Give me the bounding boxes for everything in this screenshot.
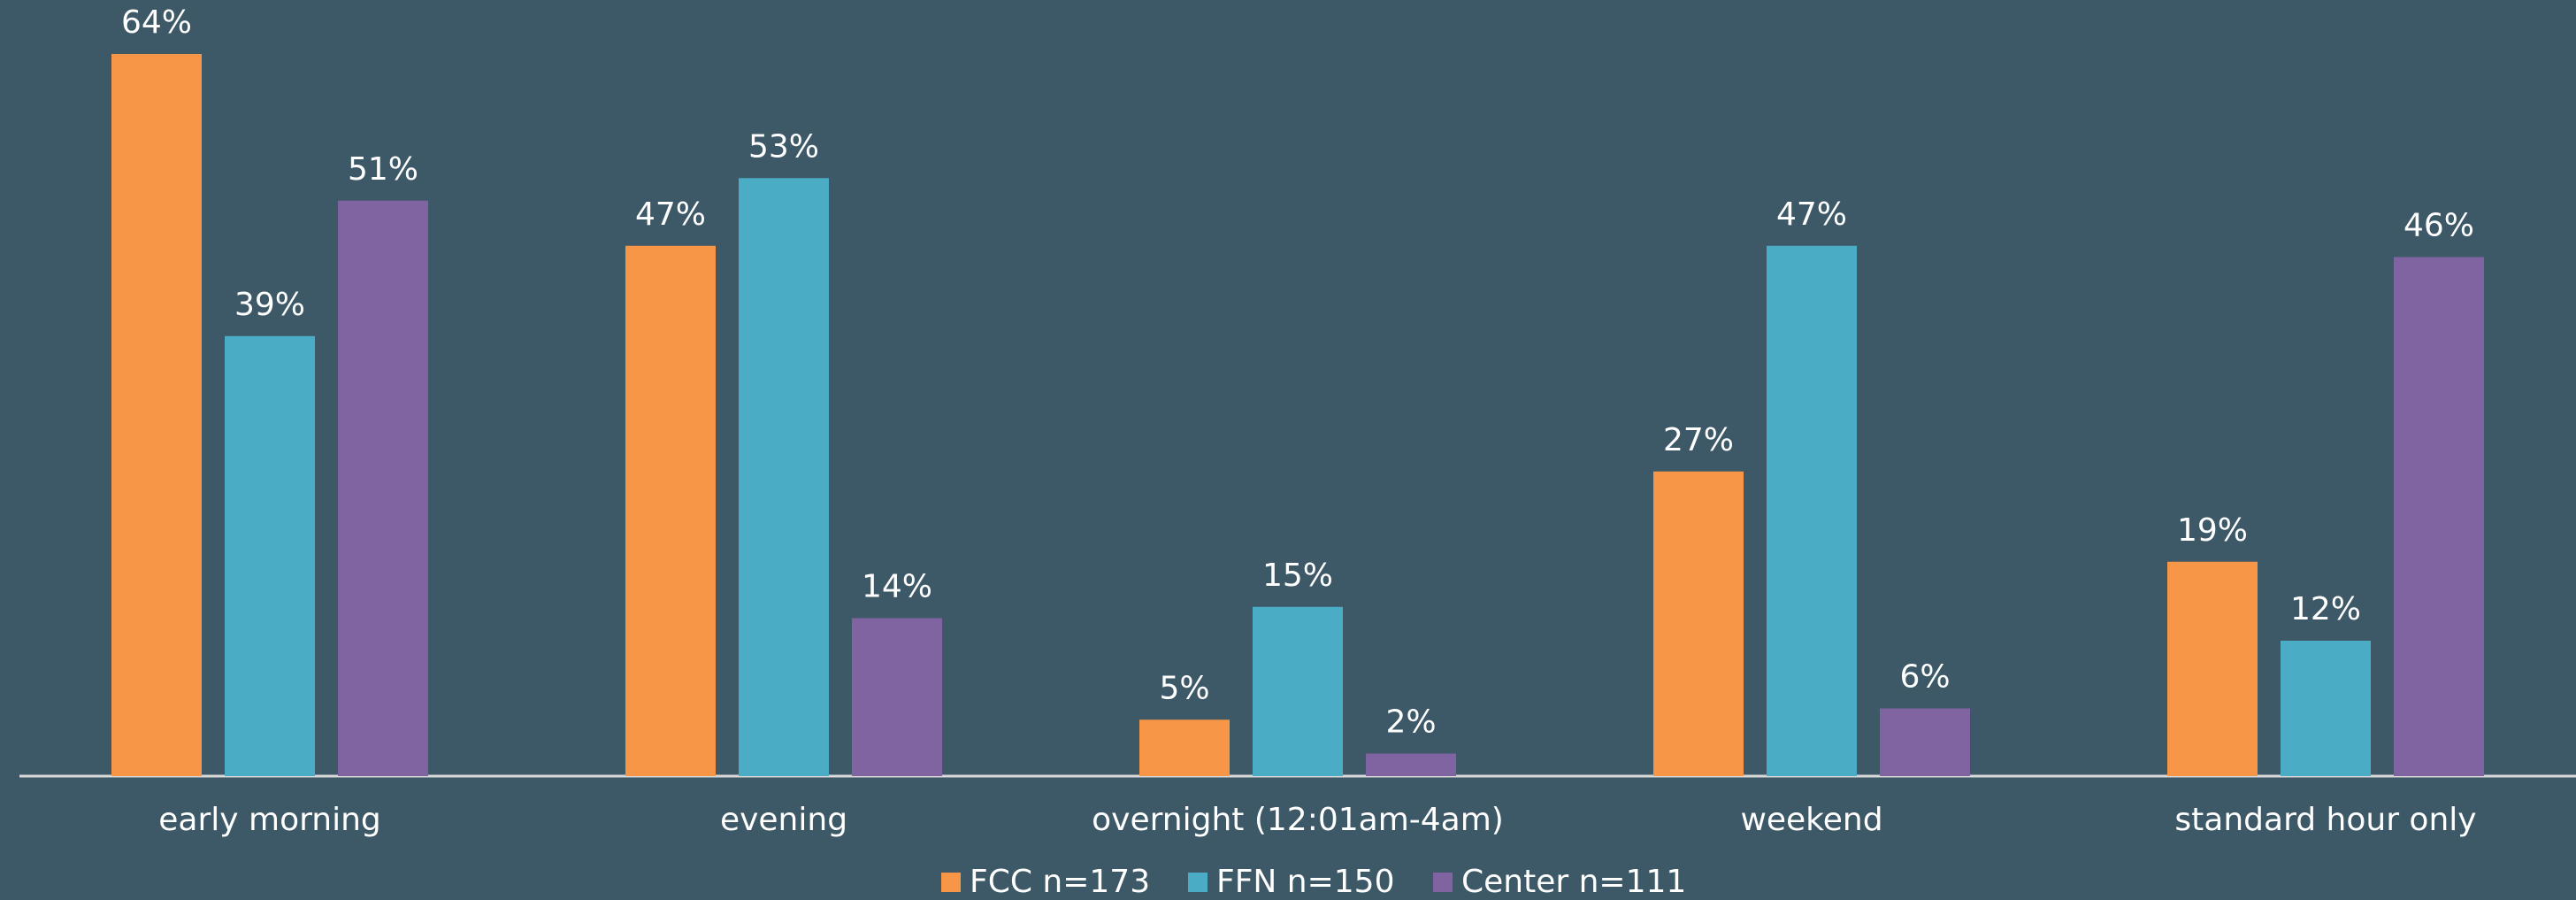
legend-swatch	[1433, 873, 1453, 892]
bar	[2167, 561, 2258, 776]
data-label: 46%	[2404, 208, 2474, 244]
legend-swatch	[941, 873, 961, 892]
data-label: 12%	[2290, 591, 2361, 627]
legend-swatch	[1188, 873, 1208, 892]
bar	[338, 200, 428, 776]
bar	[852, 618, 942, 776]
x-tick-label: weekend	[1740, 802, 1882, 838]
legend-label: Center n=111	[1461, 864, 1686, 900]
data-label: 51%	[348, 151, 418, 188]
data-label: 27%	[1663, 422, 1734, 458]
data-label: 47%	[1776, 196, 1847, 233]
data-label: 2%	[1385, 704, 1436, 741]
bar	[1653, 471, 1744, 776]
data-label: 19%	[2177, 512, 2248, 549]
data-label: 14%	[862, 569, 932, 605]
bar	[739, 178, 829, 776]
x-tick-label: evening	[720, 802, 847, 838]
data-label: 6%	[1899, 659, 1950, 696]
bar	[225, 335, 315, 776]
data-label: 53%	[748, 128, 819, 165]
legend-label: FCC n=173	[970, 864, 1150, 900]
bar	[1253, 606, 1343, 776]
bar	[1767, 245, 1857, 776]
bar	[2394, 257, 2484, 776]
x-tick-label: early morning	[158, 802, 381, 838]
bar	[1139, 719, 1230, 776]
data-label: 15%	[1262, 558, 1333, 594]
data-label: 5%	[1159, 670, 1209, 706]
data-label: 47%	[635, 196, 706, 233]
legend-label: FFN n=150	[1216, 864, 1394, 900]
data-label: 64%	[121, 4, 192, 41]
x-tick-label: overnight (12:01am-4am)	[1092, 802, 1504, 838]
bar	[625, 245, 716, 776]
bar	[1366, 753, 1456, 776]
bar	[1880, 708, 1970, 776]
bar	[111, 54, 202, 776]
data-label: 39%	[234, 287, 305, 323]
bar	[2281, 641, 2371, 776]
x-tick-label: standard hour only	[2174, 802, 2476, 838]
